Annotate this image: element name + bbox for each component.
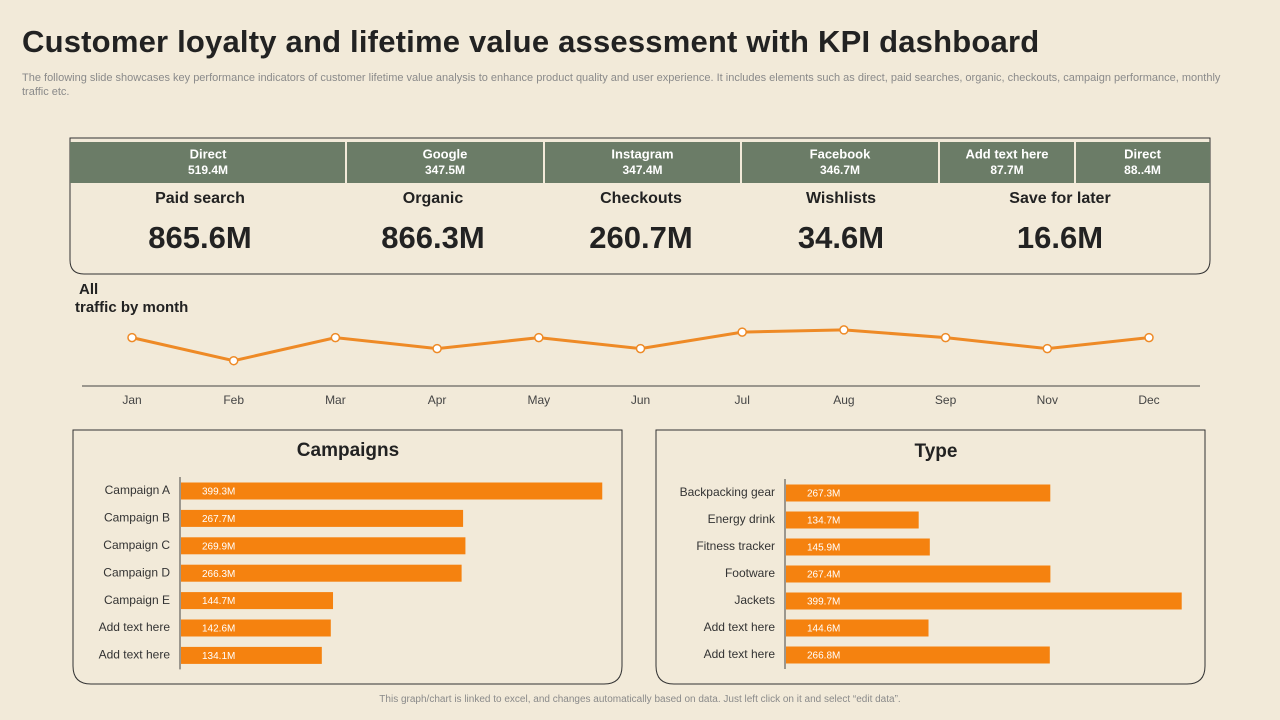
traffic-point <box>737 327 747 337</box>
kpi-value: 260.7M <box>589 220 692 255</box>
bar <box>786 619 929 637</box>
bar <box>786 538 930 556</box>
kpi-top-value: 519.4M <box>188 163 228 177</box>
category-label: Add text here <box>99 620 171 634</box>
chart-title: All traffic by month <box>75 281 188 316</box>
kpi-value: 34.6M <box>798 220 884 255</box>
traffic-point <box>432 343 442 354</box>
bar-value-label: 267.4M <box>807 570 840 581</box>
bar <box>786 565 1051 583</box>
category-label: Campaign B <box>104 511 170 525</box>
kpi-top-value: 347.4M <box>622 163 662 177</box>
bar <box>181 592 334 610</box>
bar-value-label: 267.7M <box>202 514 235 525</box>
x-tick-label: Jul <box>735 393 750 407</box>
bar <box>181 509 464 527</box>
bar-value-label: 144.7M <box>202 596 235 607</box>
chart-panel <box>72 429 623 685</box>
category-label: Campaign A <box>105 483 170 497</box>
traffic-point <box>1144 332 1154 343</box>
traffic-point <box>330 332 341 343</box>
category-label: Add text here <box>704 620 776 634</box>
slide-title: Customer loyalty and lifetime value asse… <box>22 24 1040 59</box>
bar-value-label: 134.7M <box>807 516 840 527</box>
bar <box>786 646 1050 664</box>
x-tick-label: Sep <box>935 393 957 407</box>
bar <box>181 619 331 637</box>
bar <box>181 564 462 582</box>
x-tick-label: Feb <box>223 393 244 407</box>
category-label: Fitness tracker <box>696 539 775 553</box>
kpi-value: 16.6M <box>1017 220 1103 255</box>
kpi-value: 866.3M <box>381 220 484 255</box>
traffic-point <box>1042 343 1053 354</box>
category-label: Backpacking gear <box>680 485 775 499</box>
category-label: Campaign C <box>103 538 170 552</box>
bar <box>181 537 466 555</box>
kpi-top-label: Add text here <box>965 146 1048 161</box>
x-tick-label: Jun <box>631 393 650 407</box>
traffic-point <box>127 332 137 343</box>
bar-value-label: 134.1M <box>202 651 235 662</box>
x-tick-label: Apr <box>428 393 447 407</box>
slide-subtitle: The following slide showcases key perfor… <box>22 72 1221 98</box>
kpi-label: Organic <box>403 190 464 207</box>
traffic-point <box>534 332 544 343</box>
traffic-point <box>635 343 646 354</box>
bar-value-label: 145.9M <box>807 543 840 554</box>
category-label: Campaign E <box>104 593 170 607</box>
category-label: Campaign D <box>103 565 170 579</box>
kpi-top-value: 87.7M <box>990 163 1023 177</box>
kpi-label: Paid search <box>155 190 245 207</box>
kpi-top-label: Direct <box>190 146 228 161</box>
bar-value-label: 399.3M <box>202 487 235 498</box>
bar-value-label: 269.9M <box>202 541 235 552</box>
chart-panel <box>655 429 1206 685</box>
kpi-value: 865.6M <box>148 220 251 255</box>
kpi-panel <box>69 137 1211 275</box>
category-label: Add text here <box>704 647 776 661</box>
category-label: Footware <box>725 566 775 580</box>
kpi-top-label: Direct <box>1124 146 1162 161</box>
kpi-top-value: 346.7M <box>820 163 860 177</box>
x-tick-label: Nov <box>1037 393 1058 407</box>
bar-value-label: 399.7M <box>807 597 840 608</box>
footer-note: This graph/chart is linked to excel, and… <box>379 694 901 705</box>
category-label: Energy drink <box>708 512 776 526</box>
bar-value-label: 266.3M <box>202 569 235 580</box>
traffic-point <box>839 325 849 335</box>
bar-value-label: 267.3M <box>807 489 840 500</box>
kpi-top-value: 88..4M <box>1124 163 1161 177</box>
traffic-point <box>228 355 239 366</box>
kpi-label: Checkouts <box>600 190 682 207</box>
bar-value-label: 266.8M <box>807 651 840 662</box>
kpi-header-band <box>70 142 1210 183</box>
bar <box>786 592 1182 610</box>
bar-value-label: 144.6M <box>807 624 840 635</box>
category-label: Add text here <box>99 648 171 662</box>
bar <box>181 646 322 664</box>
category-label: Jackets <box>734 593 775 607</box>
bar <box>786 484 1051 502</box>
kpi-top-label: Google <box>423 146 468 161</box>
bar <box>181 482 603 500</box>
chart-title: Campaigns <box>297 440 399 461</box>
x-tick-label: May <box>527 393 550 407</box>
bar-value-label: 142.6M <box>202 624 235 635</box>
x-tick-label: Aug <box>833 393 854 407</box>
kpi-top-label: Facebook <box>810 146 871 161</box>
x-tick-label: Jan <box>122 393 141 407</box>
x-tick-label: Dec <box>1138 393 1159 407</box>
kpi-label: Wishlists <box>806 190 876 207</box>
chart-title: Type <box>915 441 958 462</box>
traffic-point <box>940 332 951 343</box>
kpi-top-value: 347.5M <box>425 163 465 177</box>
bar <box>786 511 919 529</box>
kpi-label: Save for later <box>1009 190 1110 207</box>
x-tick-label: Mar <box>325 393 346 407</box>
kpi-top-label: Instagram <box>611 146 673 161</box>
